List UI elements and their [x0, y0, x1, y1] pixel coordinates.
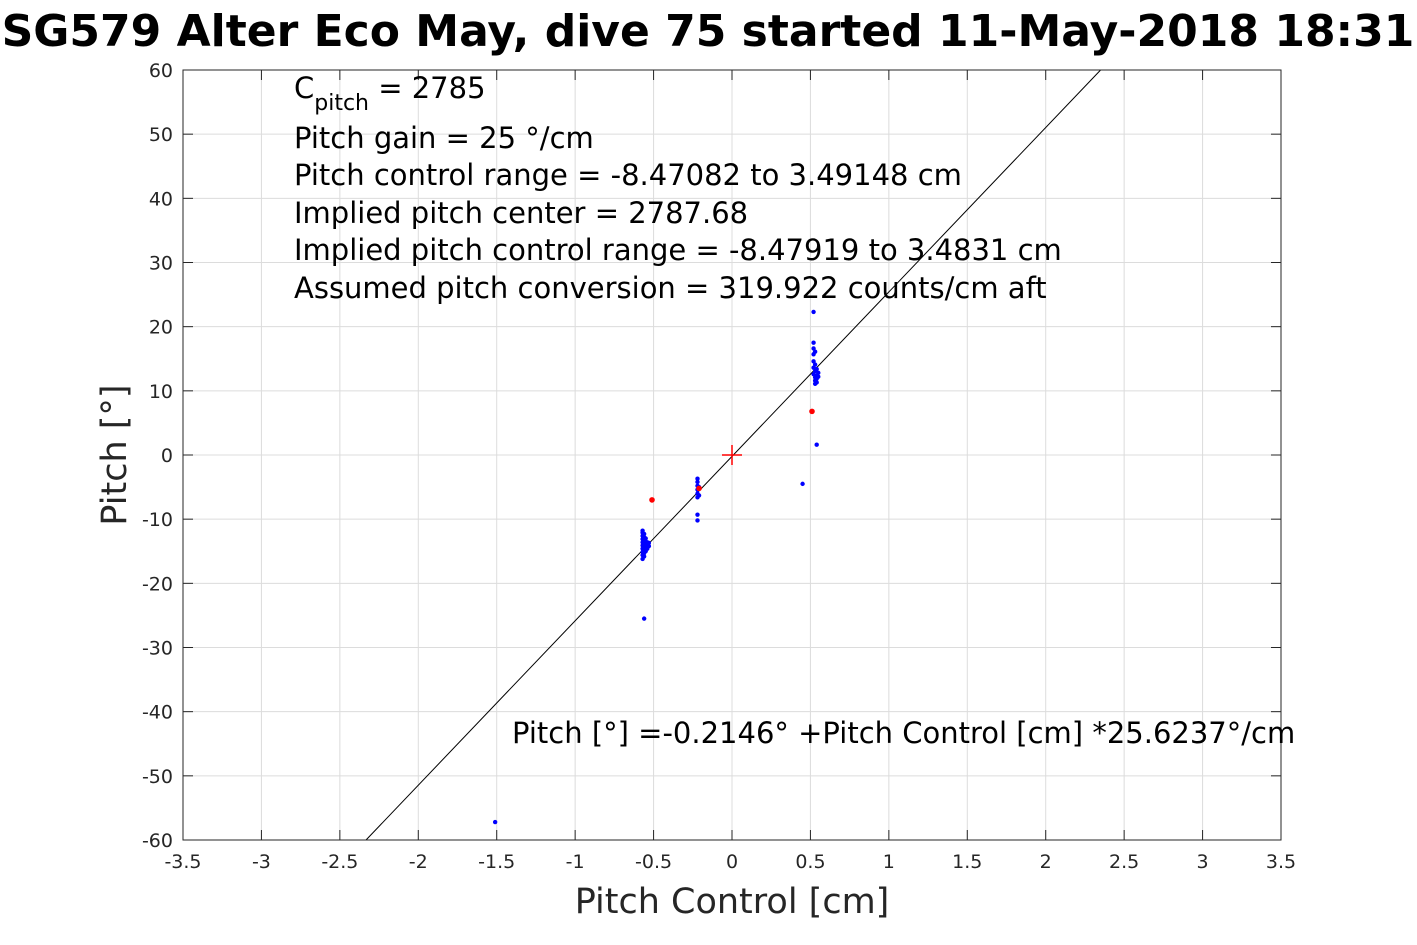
data-point: [814, 366, 819, 372]
cpitch-base: C: [294, 71, 314, 105]
y-tick-label: -30: [142, 638, 173, 660]
data-point: [641, 616, 647, 621]
data-point: [641, 554, 647, 559]
y-tick-label: 20: [149, 317, 173, 339]
data-point: [643, 536, 648, 541]
x-tick-label: 2.5: [1109, 851, 1139, 873]
y-tick-label: 10: [149, 381, 173, 403]
y-axis-label: Pitch [°]: [95, 384, 135, 525]
x-tick-label: 3.5: [1266, 851, 1296, 873]
y-tick-label: 50: [149, 124, 173, 146]
data-point: [696, 493, 702, 498]
y-tick-label: 0: [161, 445, 173, 467]
data-point: [814, 380, 819, 385]
x-tick-label: 3: [1197, 851, 1209, 873]
x-tick-label: -3: [252, 851, 271, 873]
fit-equation-annotation: Pitch [°] =-0.2146° +Pitch Control [cm] …: [512, 716, 1295, 750]
x-tick-label: 1: [883, 851, 895, 873]
data-point: [646, 543, 652, 549]
y-tick-label: -60: [142, 830, 173, 852]
plot-frame: [182, 69, 1282, 841]
data-point: [646, 540, 652, 546]
x-tick-label: -2.5: [321, 851, 358, 873]
data-point: [816, 370, 821, 376]
x-tick-label: 1.5: [952, 851, 982, 873]
annotation-pitch-control-range: Pitch control range = -8.47082 to 3.4914…: [294, 158, 962, 192]
x-tick-label: 0.5: [795, 851, 825, 873]
y-tick-label: 60: [149, 60, 173, 82]
data-point: [811, 309, 816, 315]
annotation-block: Cpitch = 2785 Pitch gain = 25 °/cm Pitch…: [294, 71, 1062, 305]
flagged-data-point: [696, 485, 702, 492]
annotation-implied-pitch-control-range: Implied pitch control range = -8.47919 t…: [294, 233, 1062, 267]
x-tick-label: 2: [1040, 851, 1052, 873]
data-point: [695, 512, 700, 517]
data-point: [812, 362, 818, 367]
x-tick-label: 0: [726, 851, 738, 873]
data-point: [816, 374, 821, 379]
plot-area: [182, 69, 1282, 841]
data-points: [492, 309, 821, 825]
x-axis-label: Pitch Control [cm]: [575, 882, 890, 922]
y-tick-label: 40: [149, 188, 173, 210]
data-point: [800, 481, 805, 487]
annotation-pitch-gain: Pitch gain = 25 °/cm: [294, 121, 594, 155]
cpitch-annotation: Cpitch = 2785: [294, 71, 486, 116]
y-tick-label: -50: [142, 766, 173, 788]
data-point: [492, 819, 498, 825]
annotation-implied-pitch-center: Implied pitch center = 2787.68: [294, 196, 748, 230]
y-tick-label: 30: [149, 253, 173, 275]
data-point: [695, 476, 700, 481]
x-tick-labels: -3.5 -3 -2.5 -2 -1.5 -1 -0.5 0 0.5 1 1.5 2 2.5 3 3.5: [164, 851, 1296, 873]
data-point: [695, 479, 700, 485]
flagged-data-point: [649, 497, 655, 503]
x-tick-label: -1: [566, 851, 585, 873]
data-point: [814, 442, 819, 447]
data-point: [695, 518, 700, 523]
x-tick-label: -0.5: [635, 851, 672, 873]
data-point: [811, 340, 816, 345]
cpitch-subscript: pitch: [314, 91, 369, 116]
x-tick-label: -3.5: [164, 851, 201, 873]
x-tick-label: -2: [409, 851, 428, 873]
y-tick-label: -10: [142, 509, 173, 531]
center-marker: [722, 445, 742, 465]
chart-title: SG579 Alter Eco May, dive 75 started 11-…: [2, 6, 1415, 57]
annotation-assumed-pitch-conversion: Assumed pitch conversion = 319.922 count…: [294, 271, 1047, 305]
flagged-data-point: [809, 408, 815, 415]
data-point: [812, 349, 818, 354]
x-tick-label: -1.5: [478, 851, 515, 873]
y-tick-labels: 60 50 40 30 20 10 0 -10 -20 -30 -40 -50 -60: [142, 60, 173, 852]
y-tick-label: -20: [142, 573, 173, 595]
cpitch-value: = 2785: [369, 71, 486, 105]
y-tick-label: -40: [142, 702, 173, 724]
data-point: [641, 531, 647, 537]
